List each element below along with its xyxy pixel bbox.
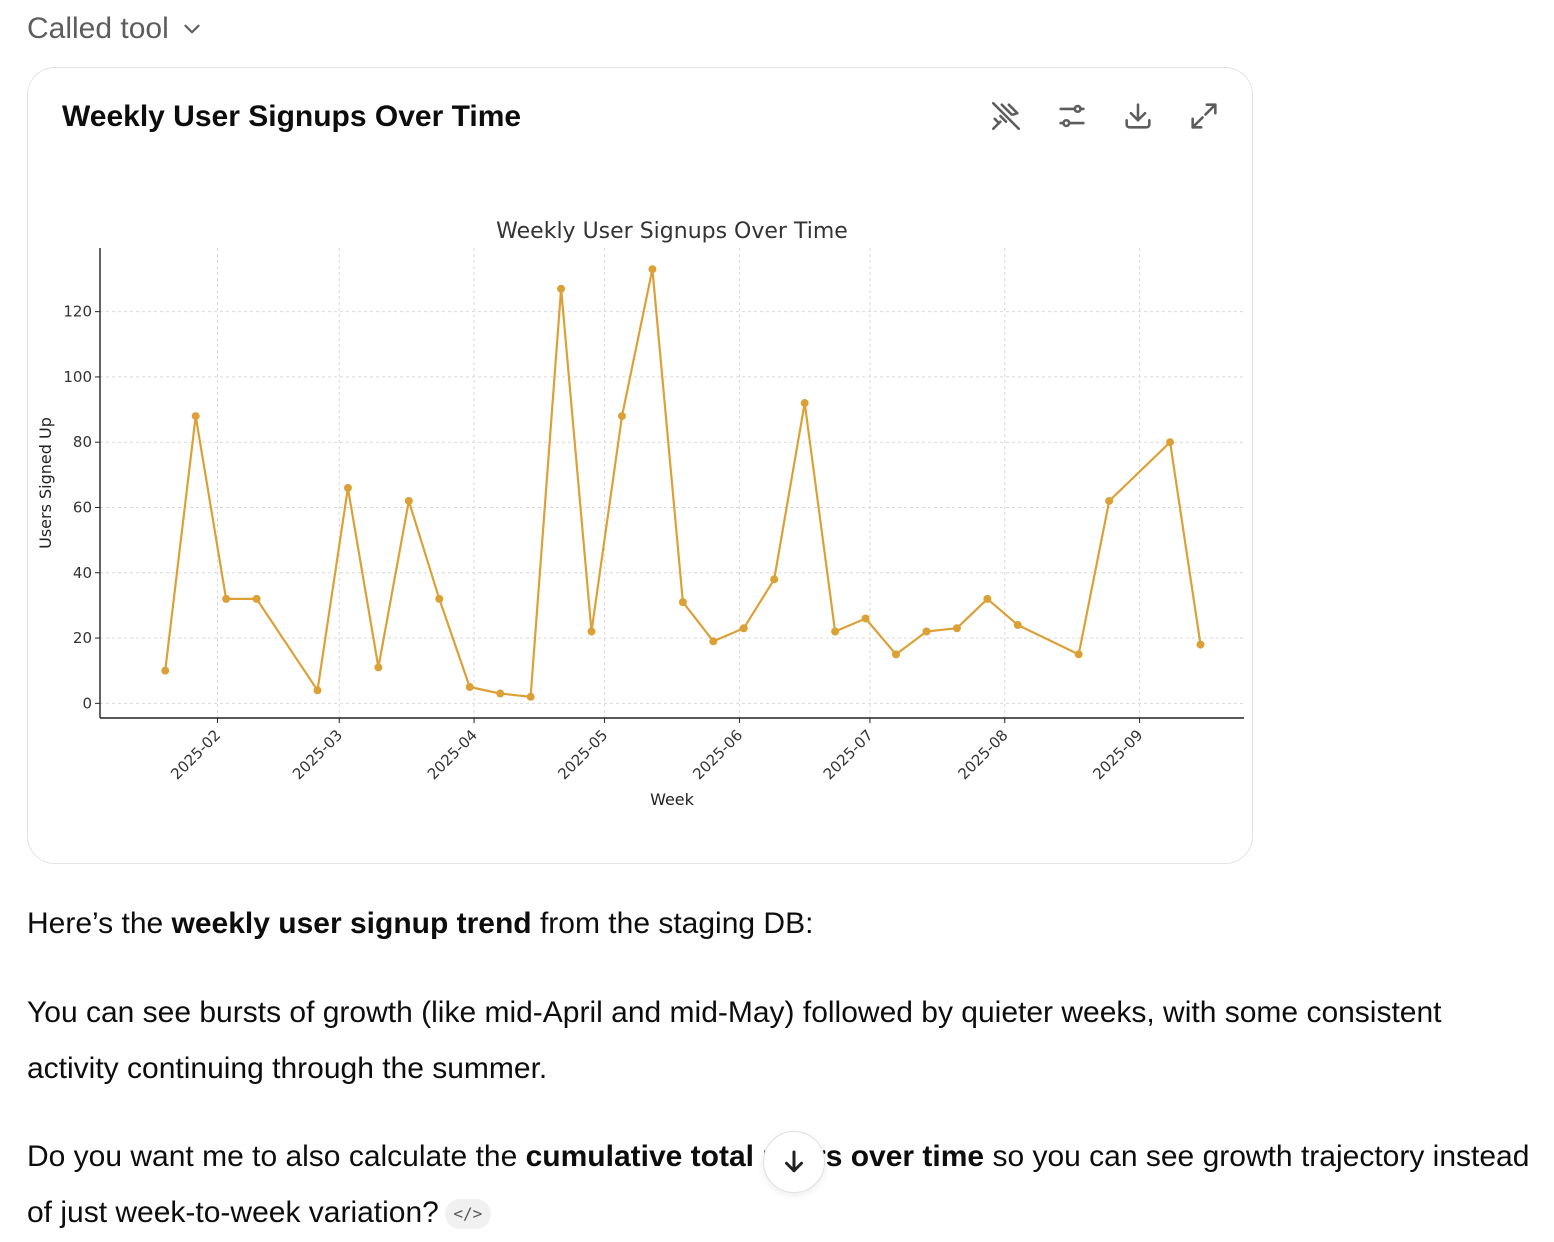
pin-off-button[interactable] bbox=[988, 98, 1024, 134]
data-point bbox=[252, 594, 261, 603]
p3-bold: cumulative total users over time bbox=[525, 1140, 985, 1173]
p1-bold: weekly user signup trend bbox=[171, 907, 532, 940]
called-tool-toggle[interactable]: Called tool bbox=[27, 12, 205, 46]
download-button[interactable] bbox=[1120, 98, 1156, 134]
x-tick-label: 2025-04 bbox=[424, 726, 481, 783]
card-title: Weekly User Signups Over Time bbox=[62, 100, 522, 133]
scroll-to-bottom-button[interactable] bbox=[763, 1131, 825, 1193]
p1-text-end: from the staging DB: bbox=[531, 907, 814, 940]
pin-off-icon bbox=[991, 101, 1021, 131]
chart-card: Weekly User Signups Over Time Weekly Use… bbox=[27, 67, 1253, 864]
sliders-icon bbox=[1059, 104, 1085, 128]
data-point bbox=[1013, 620, 1022, 629]
data-point bbox=[922, 627, 931, 636]
data-point bbox=[496, 689, 505, 698]
arrow-down-icon bbox=[785, 1150, 803, 1173]
x-tick-label: 2025-02 bbox=[167, 726, 224, 783]
data-point bbox=[1166, 438, 1175, 447]
code-view-chip[interactable]: </> bbox=[444, 1199, 491, 1230]
message-paragraph-1: Here’s the weekly user signup trend from… bbox=[27, 896, 1537, 952]
data-point bbox=[709, 637, 718, 646]
chevron-down-icon bbox=[184, 24, 200, 34]
y-tick-label: 80 bbox=[73, 433, 92, 451]
data-point bbox=[800, 399, 809, 408]
data-point bbox=[374, 663, 383, 672]
data-point bbox=[343, 483, 352, 492]
x-tick-label: 2025-03 bbox=[289, 726, 346, 783]
message-paragraph-3: Do you want me to also calculate the cum… bbox=[27, 1129, 1537, 1241]
line-chart: Weekly User Signups Over Time 0 20 40 60 80 10… bbox=[36, 219, 1244, 809]
series-line bbox=[164, 268, 1202, 698]
data-point bbox=[831, 627, 840, 636]
data-point bbox=[435, 594, 444, 603]
called-tool-label: Called tool bbox=[27, 12, 169, 45]
y-tick-label: 120 bbox=[63, 303, 92, 321]
data-point bbox=[983, 594, 992, 603]
y-tick-label: 0 bbox=[82, 694, 92, 712]
p1-text-start: Here’s the bbox=[27, 907, 172, 940]
expand-button[interactable] bbox=[1186, 98, 1222, 134]
data-point bbox=[952, 624, 961, 633]
chart-title: Weekly User Signups Over Time bbox=[496, 219, 848, 244]
data-point bbox=[861, 614, 870, 623]
data-point bbox=[1196, 640, 1205, 649]
data-point bbox=[739, 624, 748, 633]
data-point bbox=[404, 496, 413, 505]
x-tick-label: 2025-09 bbox=[1089, 726, 1146, 783]
data-point bbox=[648, 265, 657, 274]
y-tick-label: 20 bbox=[73, 629, 92, 647]
data-point bbox=[678, 598, 687, 607]
x-tick-label: 2025-08 bbox=[955, 726, 1012, 783]
p3-text-start: Do you want me to also calculate the bbox=[27, 1140, 526, 1173]
data-point bbox=[1105, 496, 1114, 505]
download-icon bbox=[1125, 103, 1151, 129]
p3-text-end: so you can see growth trajectory instead… bbox=[27, 1140, 1530, 1229]
x-tick-label: 2025-05 bbox=[554, 726, 611, 783]
expand-icon bbox=[1191, 103, 1217, 129]
y-tick-label: 40 bbox=[73, 564, 92, 582]
data-point bbox=[587, 627, 596, 636]
settings-button[interactable] bbox=[1054, 98, 1090, 134]
data-point bbox=[313, 686, 322, 695]
y-tick-label: 60 bbox=[73, 498, 92, 516]
data-point bbox=[557, 284, 566, 293]
x-tick-label: 2025-06 bbox=[689, 726, 746, 783]
data-point bbox=[892, 650, 901, 659]
data-point bbox=[222, 594, 231, 603]
data-point bbox=[526, 692, 535, 701]
y-tick-label: 100 bbox=[63, 368, 92, 386]
data-point bbox=[617, 412, 626, 421]
message-paragraph-2: You can see bursts of growth (like mid-A… bbox=[27, 996, 1442, 1085]
y-axis-label: Users Signed Up bbox=[36, 417, 55, 549]
data-point bbox=[770, 575, 779, 584]
x-tick-label: 2025-07 bbox=[820, 726, 877, 783]
data-point bbox=[161, 666, 170, 675]
card-actions bbox=[988, 98, 1222, 134]
data-point bbox=[465, 682, 474, 691]
data-point bbox=[1074, 650, 1083, 659]
x-axis-label: Week bbox=[650, 790, 695, 809]
data-point bbox=[191, 412, 200, 421]
